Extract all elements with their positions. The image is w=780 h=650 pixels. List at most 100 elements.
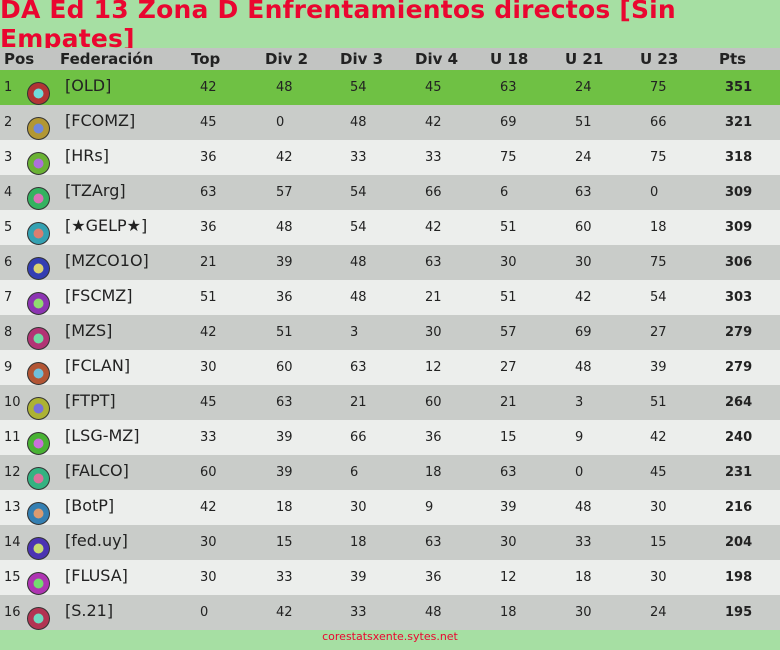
cell-u18: 12 — [500, 570, 517, 585]
cell-u23: 51 — [650, 395, 667, 410]
cell-div3: 63 — [350, 360, 367, 375]
cell-pos: 2 — [4, 115, 13, 130]
table-row: 2 [FCOMZ] 45 0 48 42 69 51 66 321 — [0, 105, 780, 140]
fed-uy-logo-icon — [25, 535, 52, 562]
cell-u23: 24 — [650, 605, 667, 620]
cell-pts: 306 — [725, 255, 753, 270]
cell-u18: 39 — [500, 500, 517, 515]
table-row: 6 [MZCO1O] 21 39 48 63 30 30 75 306 — [0, 245, 780, 280]
cell-fed: [FALCO] — [65, 461, 129, 480]
cell-pts: 195 — [725, 605, 753, 620]
cell-u23: 75 — [650, 80, 667, 95]
cell-pos: 6 — [4, 255, 13, 270]
cell-pos: 5 — [4, 220, 13, 235]
cell-pos: 9 — [4, 360, 13, 375]
cell-u23: 18 — [650, 220, 667, 235]
cell-u21: 42 — [575, 290, 592, 305]
cell-div2: 33 — [276, 570, 293, 585]
cell-div4: 60 — [425, 395, 442, 410]
col-header-pos: Pos — [4, 50, 35, 68]
cell-pts: 309 — [725, 185, 753, 200]
table-row: 16 [S.21] 0 42 33 48 18 30 24 195 — [0, 595, 780, 630]
cell-top: 63 — [200, 185, 217, 200]
cell-div4: 21 — [425, 290, 442, 305]
table-row: 1 [OLD] 42 48 54 45 63 24 75 351 — [0, 70, 780, 105]
table-row: 3 [HRs] 36 42 33 33 75 24 75 318 — [0, 140, 780, 175]
cell-div4: 18 — [425, 465, 442, 480]
flusa-logo-icon — [25, 570, 52, 597]
col-header-pts: Pts — [719, 50, 747, 68]
cell-top: 60 — [200, 465, 217, 480]
mzco1o-logo-icon — [25, 255, 52, 282]
cell-top: 0 — [200, 605, 209, 620]
table-row: 9 [FCLAN] 30 60 63 12 27 48 39 279 — [0, 350, 780, 385]
cell-pos: 12 — [4, 465, 21, 480]
lsg-mz-logo-icon — [25, 430, 52, 457]
cell-u18: 27 — [500, 360, 517, 375]
cell-pts: 303 — [725, 290, 753, 305]
col-header-u23: U 23 — [640, 50, 679, 68]
cell-pos: 14 — [4, 535, 21, 550]
cell-fed: [FCOMZ] — [65, 111, 136, 130]
cell-u23: 54 — [650, 290, 667, 305]
cell-u23: 66 — [650, 115, 667, 130]
table-row: 7 [FSCMZ] 51 36 48 21 51 42 54 303 — [0, 280, 780, 315]
cell-div2: 15 — [276, 535, 293, 550]
cell-u18: 18 — [500, 605, 517, 620]
cell-fed: [OLD] — [65, 76, 112, 95]
cell-fed: [fed.uy] — [65, 531, 128, 550]
cell-div3: 18 — [350, 535, 367, 550]
table-row: 4 [TZArg] 63 57 54 66 6 63 0 309 — [0, 175, 780, 210]
cell-u21: 24 — [575, 150, 592, 165]
cell-top: 42 — [200, 325, 217, 340]
cell-div4: 33 — [425, 150, 442, 165]
cell-top: 21 — [200, 255, 217, 270]
cell-u18: 30 — [500, 255, 517, 270]
cell-pos: 11 — [4, 430, 21, 445]
mzs-logo-icon — [25, 325, 52, 352]
cell-div3: 48 — [350, 255, 367, 270]
cell-div4: 36 — [425, 570, 442, 585]
cell-u21: 48 — [575, 500, 592, 515]
cell-pos: 7 — [4, 290, 13, 305]
col-header-u18: U 18 — [490, 50, 529, 68]
cell-div3: 39 — [350, 570, 367, 585]
table-row: 11 [LSG-MZ] 33 39 66 36 15 9 42 240 — [0, 420, 780, 455]
cell-u18: 15 — [500, 430, 517, 445]
s21-logo-icon — [25, 605, 52, 632]
cell-pos: 1 — [4, 80, 13, 95]
hrs-logo-icon — [25, 150, 52, 177]
cell-fed: [BotP] — [65, 496, 115, 515]
cell-u21: 3 — [575, 395, 584, 410]
cell-div4: 42 — [425, 220, 442, 235]
table-row: 10 [FTPT] 45 63 21 60 21 3 51 264 — [0, 385, 780, 420]
footer-link[interactable]: corestatsxente.sytes.net — [322, 630, 458, 643]
cell-div4: 48 — [425, 605, 442, 620]
falco-logo-icon — [25, 465, 52, 492]
cell-div4: 66 — [425, 185, 442, 200]
cell-u21: 18 — [575, 570, 592, 585]
cell-pts: 279 — [725, 325, 753, 340]
cell-top: 36 — [200, 150, 217, 165]
cell-div2: 39 — [276, 255, 293, 270]
cell-u18: 21 — [500, 395, 517, 410]
cell-div4: 30 — [425, 325, 442, 340]
cell-fed: [★GELP★] — [65, 216, 148, 235]
cell-u21: 24 — [575, 80, 592, 95]
cell-top: 30 — [200, 535, 217, 550]
gelp-logo-icon — [25, 220, 52, 247]
cell-u21: 60 — [575, 220, 592, 235]
cell-pos: 15 — [4, 570, 21, 585]
cell-div2: 18 — [276, 500, 293, 515]
cell-div3: 30 — [350, 500, 367, 515]
cell-pos: 13 — [4, 500, 21, 515]
table-header: Pos Federación Top Div 2 Div 3 Div 4 U 1… — [0, 48, 780, 70]
col-header-div3: Div 3 — [340, 50, 384, 68]
cell-fed: [S.21] — [65, 601, 114, 620]
cell-fed: [FLUSA] — [65, 566, 128, 585]
cell-pts: 231 — [725, 465, 753, 480]
cell-fed: [MZCO1O] — [65, 251, 149, 270]
cell-u23: 75 — [650, 150, 667, 165]
cell-div2: 39 — [276, 430, 293, 445]
cell-div3: 54 — [350, 185, 367, 200]
